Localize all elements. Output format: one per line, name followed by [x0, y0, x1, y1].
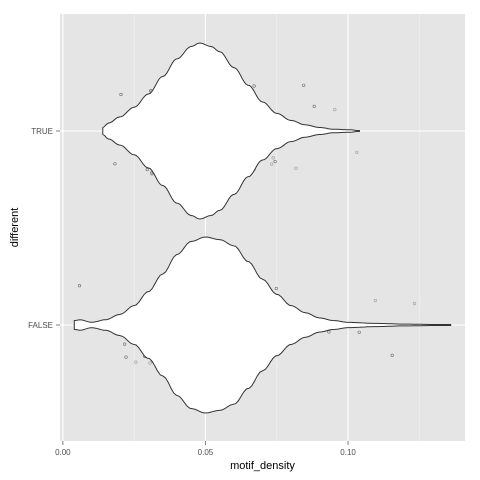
plot-panel — [60, 14, 465, 441]
data-point — [274, 286, 278, 291]
data-point — [333, 107, 337, 112]
y-axis-title: different — [9, 208, 21, 248]
data-point — [122, 342, 127, 346]
data-point — [312, 104, 316, 108]
data-point — [412, 302, 417, 306]
violin-false — [73, 236, 452, 414]
violins — [73, 42, 452, 414]
data-point — [252, 84, 256, 88]
data-point — [302, 83, 306, 87]
data-point — [77, 284, 82, 288]
x-tick-label: 0.10 — [340, 448, 356, 457]
data-point — [390, 353, 394, 358]
data-point — [373, 298, 377, 303]
data-point — [148, 361, 152, 365]
data-point — [355, 150, 359, 154]
data-point — [113, 162, 117, 166]
y-tick-label: FALSE — [28, 321, 53, 330]
y-tick-label: TRUE — [31, 127, 53, 136]
x-tick-label: 0.00 — [55, 448, 71, 457]
data-point — [273, 160, 277, 164]
data-point — [271, 156, 275, 160]
y-axis: FALSE TRUE — [28, 127, 60, 330]
data-point — [145, 167, 149, 172]
data-point — [294, 166, 298, 170]
data-point — [270, 162, 274, 166]
data-point — [150, 172, 154, 176]
x-axis-title: motif_density — [230, 460, 295, 472]
x-tick-label: 0.05 — [198, 448, 214, 457]
data-point — [134, 360, 138, 364]
data-point — [357, 330, 361, 334]
data-point — [119, 92, 123, 97]
data-point — [124, 355, 128, 359]
x-axis: 0.00 0.05 0.10 — [55, 441, 356, 457]
violin-true — [102, 42, 360, 220]
